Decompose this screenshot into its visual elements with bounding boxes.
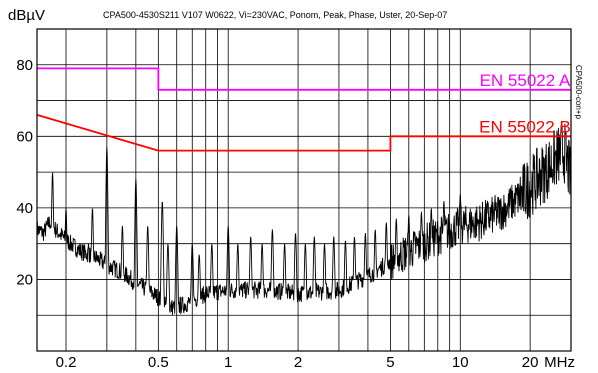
y-tick-label: 80 <box>16 57 33 74</box>
x-tick-label: 5 <box>386 354 394 371</box>
side-label: CPA500-con+p <box>574 65 583 119</box>
x-tick-label: 1 <box>224 354 232 371</box>
measurement-line <box>36 123 572 316</box>
x-tick-label: 20 <box>522 354 539 371</box>
limit-label-b: EN 55022 B <box>479 117 571 136</box>
x-axis-unit-label: MHz <box>544 354 575 371</box>
measurement-trace <box>36 123 572 316</box>
y-tick-labels: 20 40 60 80 <box>16 57 33 289</box>
limit-lines: EN 55022 A EN 55022 B <box>36 67 571 152</box>
y-tick-label: 40 <box>16 200 33 217</box>
plot-frame <box>36 28 572 352</box>
x-tick-label: 0.5 <box>148 354 169 371</box>
y-axis-unit-label: dBµV <box>8 7 45 24</box>
x-tick-label: 2 <box>294 354 302 371</box>
x-tick-label: 10 <box>452 354 469 371</box>
limit-line-b <box>36 114 571 152</box>
y-tick-label: 20 <box>16 271 33 288</box>
chart-title: CPA500-4530S211 V107 W0622, Vi=230VAC, P… <box>103 10 447 20</box>
x-tick-label: 0.2 <box>56 354 77 371</box>
x-tick-labels: 0.2 0.5 1 2 5 10 20 <box>56 354 539 371</box>
limit-label-a: EN 55022 A <box>480 71 571 90</box>
y-tick-label: 60 <box>16 128 33 145</box>
limit-line-a <box>37 67 571 91</box>
